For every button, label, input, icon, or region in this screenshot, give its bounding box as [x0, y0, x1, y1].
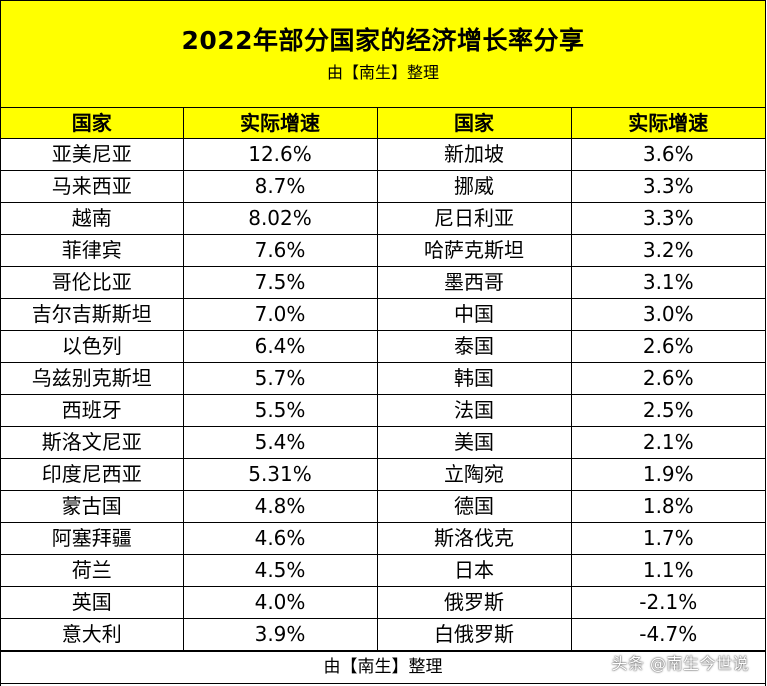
cell-growth-right: 3.2% [570, 234, 765, 267]
cell-growth-left: 6.4% [182, 330, 378, 363]
cell-country-right: 斯洛伐克 [376, 522, 572, 555]
cell-growth-right: 2.6% [570, 362, 765, 395]
cell-country-left: 哥伦比亚 [1, 266, 184, 299]
cell-growth-right: 3.6% [570, 138, 765, 171]
cell-growth-left: 5.5% [182, 394, 378, 427]
cell-growth-left: 8.7% [182, 170, 378, 203]
table-row: 斯洛文尼亚 5.4% 美国 2.1% [1, 426, 765, 459]
table-row: 蒙古国 4.8% 德国 1.8% [1, 490, 765, 523]
cell-country-right: 尼日利亚 [376, 202, 572, 235]
cell-country-right: 泰国 [376, 330, 572, 363]
cell-country-right: 白俄罗斯 [376, 618, 572, 651]
table-row: 菲律宾 7.6% 哈萨克斯坦 3.2% [1, 234, 765, 267]
cell-growth-left: 7.5% [182, 266, 378, 299]
cell-growth-right: 3.3% [570, 202, 765, 235]
cell-country-left: 马来西亚 [1, 170, 184, 203]
cell-growth-right: 1.1% [570, 554, 765, 587]
cell-country-right: 新加坡 [376, 138, 572, 171]
table-row: 亚美尼亚 12.6% 新加坡 3.6% [1, 138, 765, 171]
title-block: 2022年部分国家的经济增长率分享 由【南生】整理 [1, 0, 765, 108]
cell-growth-right: 3.1% [570, 266, 765, 299]
cell-growth-left: 3.9% [182, 618, 378, 651]
cell-country-left: 越南 [1, 202, 184, 235]
cell-growth-left: 5.4% [182, 426, 378, 459]
table-row: 荷兰 4.5% 日本 1.1% [1, 554, 765, 587]
table-row: 越南 8.02% 尼日利亚 3.3% [1, 202, 765, 235]
table-row: 乌兹别克斯坦 5.7% 韩国 2.6% [1, 362, 765, 395]
cell-country-right: 德国 [376, 490, 572, 523]
cell-growth-left: 5.7% [182, 362, 378, 395]
header-country-right: 国家 [376, 108, 572, 139]
cell-country-left: 英国 [1, 586, 184, 619]
cell-country-right: 日本 [376, 554, 572, 587]
table-row: 阿塞拜疆 4.6% 斯洛伐克 1.7% [1, 522, 765, 555]
cell-growth-right: -4.7% [570, 618, 765, 651]
cell-country-right: 墨西哥 [376, 266, 572, 299]
cell-country-left: 意大利 [1, 618, 184, 651]
table-header-row: 国家 实际增速 国家 实际增速 [1, 108, 765, 139]
cell-country-right: 挪威 [376, 170, 572, 203]
growth-table: 国家 实际增速 国家 实际增速 亚美尼亚 12.6% 新加坡 3.6% 马来西亚 8.7%… [1, 108, 765, 651]
cell-country-right: 中国 [376, 298, 572, 331]
table-row: 西班牙 5.5% 法国 2.5% [1, 394, 765, 427]
cell-growth-left: 4.6% [182, 522, 378, 555]
cell-growth-right: 2.5% [570, 394, 765, 427]
table-row: 英国 4.0% 俄罗斯 -2.1% [1, 586, 765, 619]
cell-country-left: 乌兹别克斯坦 [1, 362, 184, 395]
cell-growth-right: 3.0% [570, 298, 765, 331]
cell-country-right: 美国 [376, 426, 572, 459]
page-subtitle: 由【南生】整理 [326, 63, 439, 82]
cell-growth-right: 2.1% [570, 426, 765, 459]
table-row: 哥伦比亚 7.5% 墨西哥 3.1% [1, 266, 765, 299]
cell-growth-left: 7.6% [182, 234, 378, 267]
cell-growth-right: -2.1% [570, 586, 765, 619]
cell-country-left: 以色列 [1, 330, 184, 363]
table-body: 亚美尼亚 12.6% 新加坡 3.6% 马来西亚 8.7% 挪威 3.3% 越南 8.02% 尼日利… [1, 138, 765, 651]
cell-growth-right: 1.7% [570, 522, 765, 555]
table-row: 印度尼西亚 5.31% 立陶宛 1.9% [1, 458, 765, 491]
cell-growth-left: 8.02% [182, 202, 378, 235]
table-row: 意大利 3.9% 白俄罗斯 -4.7% [1, 618, 765, 651]
cell-country-left: 荷兰 [1, 554, 184, 587]
table-row: 马来西亚 8.7% 挪威 3.3% [1, 170, 765, 203]
cell-country-left: 吉尔吉斯斯坦 [1, 298, 184, 331]
cell-growth-right: 2.6% [570, 330, 765, 363]
header-growth-right: 实际增速 [570, 108, 765, 139]
cell-growth-right: 1.8% [570, 490, 765, 523]
table-row: 以色列 6.4% 泰国 2.6% [1, 330, 765, 363]
cell-country-right: 俄罗斯 [376, 586, 572, 619]
cell-country-left: 印度尼西亚 [1, 458, 184, 491]
cell-country-right: 韩国 [376, 362, 572, 395]
watermark: 头条 @南生今世说 [611, 654, 749, 673]
cell-country-right: 法国 [376, 394, 572, 427]
cell-country-left: 亚美尼亚 [1, 138, 184, 171]
cell-growth-left: 4.8% [182, 490, 378, 523]
table-row: 吉尔吉斯斯坦 7.0% 中国 3.0% [1, 298, 765, 331]
cell-growth-left: 4.5% [182, 554, 378, 587]
cell-country-right: 哈萨克斯坦 [376, 234, 572, 267]
cell-growth-left: 5.31% [182, 458, 378, 491]
header-growth-left: 实际增速 [182, 108, 378, 139]
cell-country-left: 斯洛文尼亚 [1, 426, 184, 459]
cell-country-left: 西班牙 [1, 394, 184, 427]
table-footer: 由【南生】整理 [1, 651, 765, 684]
cell-growth-right: 3.3% [570, 170, 765, 203]
cell-growth-left: 12.6% [182, 138, 378, 171]
cell-growth-left: 4.0% [182, 586, 378, 619]
page-title: 2022年部分国家的经济增长率分享 [181, 26, 585, 55]
cell-country-left: 蒙古国 [1, 490, 184, 523]
header-country-left: 国家 [1, 108, 184, 139]
cell-country-left: 阿塞拜疆 [1, 522, 184, 555]
cell-country-right: 立陶宛 [376, 458, 572, 491]
cell-growth-right: 1.9% [570, 458, 765, 491]
cell-growth-left: 7.0% [182, 298, 378, 331]
cell-country-left: 菲律宾 [1, 234, 184, 267]
